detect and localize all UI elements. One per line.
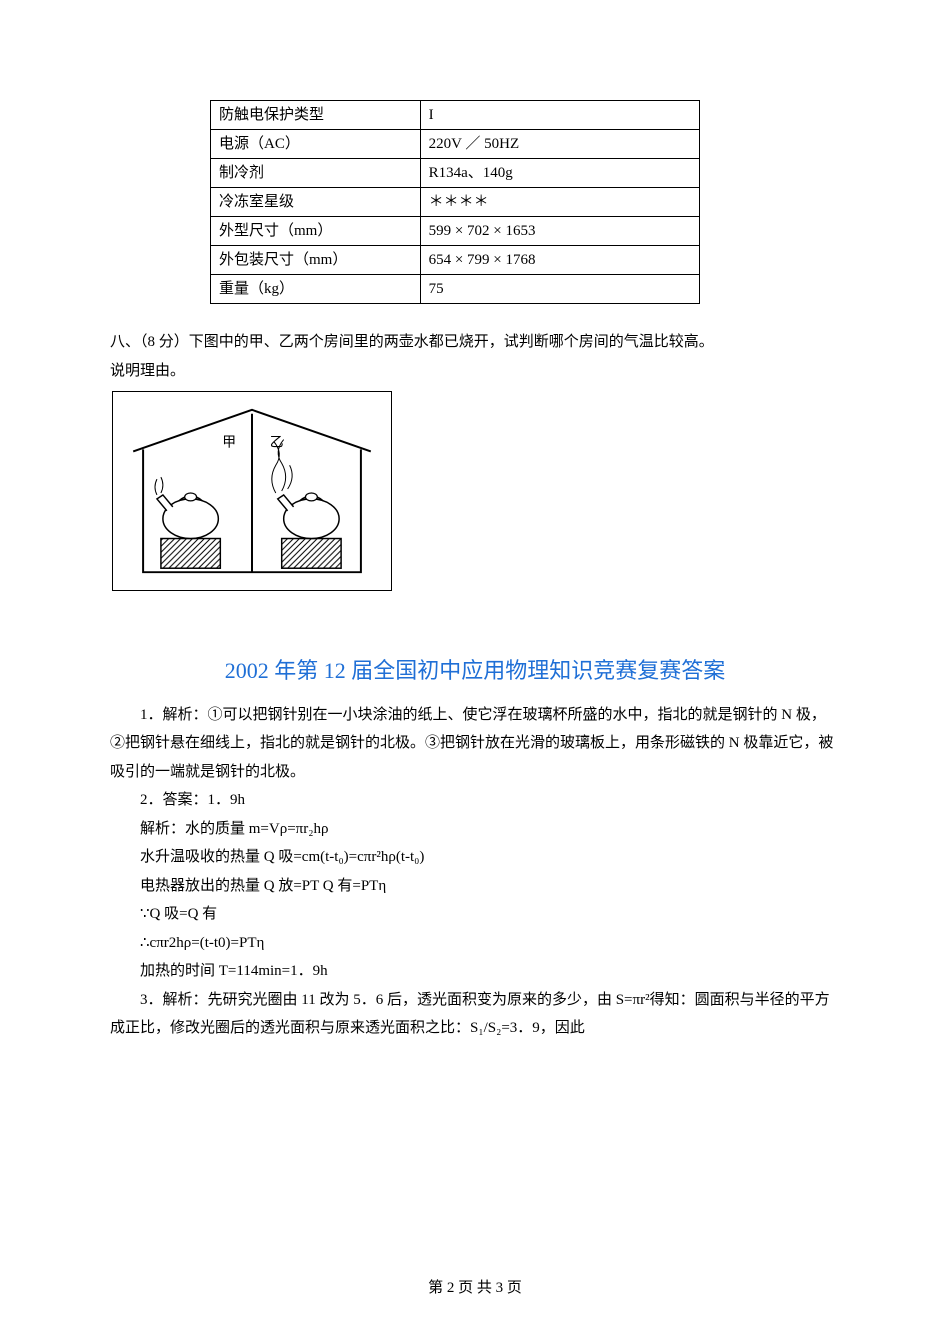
ans-2-4: 电热器放出的热量 Q 放=PT Q 有=PTη bbox=[110, 872, 840, 901]
table-row: 电源（AC）220V ／ 50HZ bbox=[211, 130, 700, 159]
spec-value: I bbox=[420, 101, 699, 130]
table-row: 防触电保护类型I bbox=[211, 101, 700, 130]
answer-title: 2002 年第 12 届全国初中应用物理知识竞赛复赛答案 bbox=[110, 651, 840, 691]
spec-label: 外包装尺寸（mm） bbox=[211, 246, 421, 275]
spec-table: 防触电保护类型I电源（AC）220V ／ 50HZ制冷剂R134a、140g冷冻… bbox=[210, 100, 700, 304]
ans-2-5: ∵Q 吸=Q 有 bbox=[110, 900, 840, 929]
question-8: 八、（8 分）下图中的甲、乙两个房间里的两壶水都已烧开，试判断哪个房间的气温比较… bbox=[110, 328, 840, 385]
spec-label: 冷冻室星级 bbox=[211, 188, 421, 217]
spec-label: 制冷剂 bbox=[211, 159, 421, 188]
spec-value: 599 × 702 × 1653 bbox=[420, 217, 699, 246]
label-left: 甲 bbox=[222, 434, 236, 449]
spec-value: 654 × 799 × 1768 bbox=[420, 246, 699, 275]
spec-label: 重量（kg） bbox=[211, 275, 421, 304]
q8-line2: 说明理由。 bbox=[110, 357, 840, 386]
spec-value: R134a、140g bbox=[420, 159, 699, 188]
kettle-left bbox=[155, 477, 218, 538]
answer-body: 1．解析：①可以把钢针别在一小块涂油的纸上、使它浮在玻璃杯所盛的水中，指北的就是… bbox=[110, 701, 840, 1043]
table-row: 制冷剂R134a、140g bbox=[211, 159, 700, 188]
spec-value: 75 bbox=[420, 275, 699, 304]
table-row: 外型尺寸（mm）599 × 702 × 1653 bbox=[211, 217, 700, 246]
table-row: 重量（kg）75 bbox=[211, 275, 700, 304]
spec-label: 电源（AC） bbox=[211, 130, 421, 159]
kettle-diagram: 甲 乙 bbox=[112, 391, 392, 591]
ans-2-6: ∴cπr2hρ=(t-t0)=PTη bbox=[110, 929, 840, 958]
spec-value: ＊＊＊＊ bbox=[420, 188, 699, 217]
ans-1: 1．解析：①可以把钢针别在一小块涂油的纸上、使它浮在玻璃杯所盛的水中，指北的就是… bbox=[110, 701, 840, 787]
spec-value: 220V ／ 50HZ bbox=[420, 130, 699, 159]
spec-label: 防触电保护类型 bbox=[211, 101, 421, 130]
kettle-right bbox=[272, 440, 339, 539]
q8-line1: 八、（8 分）下图中的甲、乙两个房间里的两壶水都已烧开，试判断哪个房间的气温比较… bbox=[110, 328, 840, 357]
table-row: 冷冻室星级＊＊＊＊ bbox=[211, 188, 700, 217]
ans-3: 3．解析：先研究光圈由 11 改为 5．6 后，透光面积变为原来的多少，由 S=… bbox=[110, 986, 840, 1043]
page-footer: 第 2 页 共 3 页 bbox=[0, 1275, 950, 1302]
spec-label: 外型尺寸（mm） bbox=[211, 217, 421, 246]
ans-2-1: 2．答案：1．9h bbox=[110, 786, 840, 815]
ans-2-2: 解析：水的质量 m=Vρ=πr₂hρ bbox=[110, 815, 840, 844]
table-row: 外包装尺寸（mm）654 × 799 × 1768 bbox=[211, 246, 700, 275]
ans-2-3: 水升温吸收的热量 Q 吸=cm(t-t₀)=cπr²hρ(t-t₀) bbox=[110, 843, 840, 872]
ans-2-7: 加热的时间 T=114min=1．9h bbox=[110, 957, 840, 986]
